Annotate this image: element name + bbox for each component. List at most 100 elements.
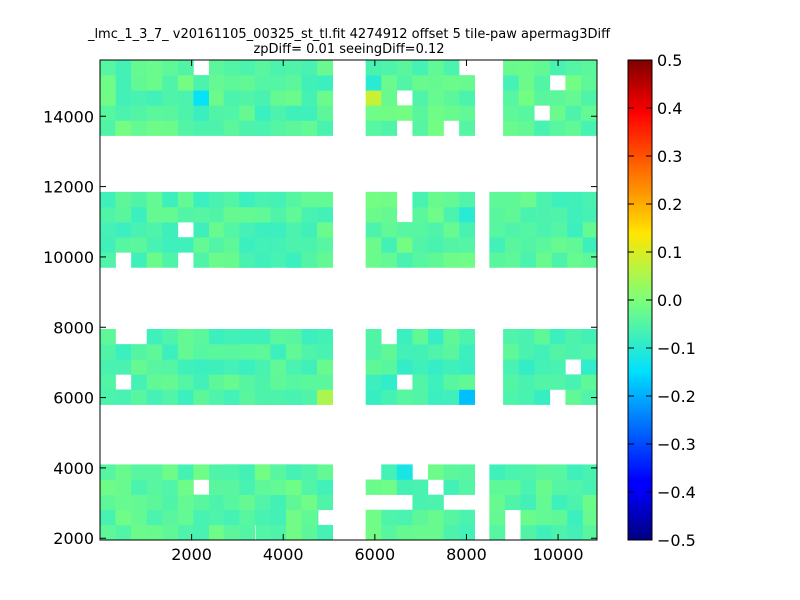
- heatmap-cell: [443, 60, 460, 76]
- heatmap-cell: [580, 389, 597, 405]
- heatmap-cell: [223, 237, 240, 253]
- heatmap-cell: [270, 191, 287, 208]
- heatmap-cell: [193, 120, 210, 136]
- heatmap-cell: [518, 344, 535, 360]
- heatmap-cell: [223, 206, 240, 223]
- heatmap-cell: [412, 120, 429, 136]
- heatmap-cell: [100, 329, 116, 345]
- heatmap-cell: [209, 329, 225, 345]
- heatmap-cell: [580, 90, 597, 106]
- heatmap-cell: [240, 222, 257, 238]
- heatmap-cell: [412, 524, 429, 541]
- heatmap-cell: [443, 359, 460, 375]
- heatmap-cell: [551, 191, 568, 208]
- heatmap-cell: [518, 60, 535, 76]
- heatmap-cell: [177, 90, 194, 106]
- heatmap-cell: [193, 105, 210, 121]
- heatmap-cell: [365, 120, 382, 136]
- heatmap-cell: [536, 494, 552, 511]
- heatmap-cell: [504, 237, 521, 253]
- heatmap-cell: [365, 60, 382, 76]
- heatmap-cell: [115, 524, 132, 541]
- heatmap-cell: [254, 105, 271, 121]
- heatmap-cell: [504, 252, 521, 268]
- heatmap-cell: [177, 524, 194, 541]
- heatmap-cell: [270, 494, 287, 511]
- heatmap-cell: [223, 329, 240, 345]
- heatmap-cell: [520, 509, 537, 526]
- heatmap-cell: [254, 206, 271, 223]
- colorbar-tick-label: 0.3: [657, 147, 682, 166]
- heatmap-cell: [534, 389, 551, 405]
- heatmap-cell: [285, 120, 302, 136]
- heatmap-cell: [565, 60, 582, 76]
- heatmap-cell: [582, 252, 598, 268]
- heatmap-cell: [162, 105, 179, 121]
- heatmap-cell: [580, 105, 597, 121]
- heatmap-cell: [412, 389, 429, 405]
- heatmap-cell: [489, 222, 506, 238]
- y-tick-label: 10000: [43, 248, 94, 267]
- heatmap-cell: [100, 105, 116, 121]
- heatmap-cell: [162, 237, 179, 253]
- heatmap-cell: [115, 389, 132, 405]
- plot-frame: [99, 59, 598, 541]
- heatmap-cell: [254, 222, 271, 238]
- y-tick-label: 14000: [43, 107, 94, 126]
- heatmap-cell: [459, 222, 475, 238]
- heatmap-cell: [100, 206, 116, 223]
- heatmap-cell: [146, 120, 163, 136]
- heatmap-cell: [270, 344, 287, 360]
- heatmap-cell: [285, 374, 302, 390]
- heatmap-cell: [131, 237, 148, 253]
- heatmap-cell: [549, 90, 566, 106]
- heatmap-cell: [270, 464, 287, 480]
- heatmap-cell: [209, 237, 225, 253]
- heatmap-cell: [317, 479, 333, 495]
- heatmap-cell: [551, 252, 568, 268]
- heatmap-cell: [270, 90, 287, 106]
- colorbar-axis: 0.5 0.4 0.3 0.2 0.1 0.0 −0.1 −0.2 −0.3 −0.4 −0.5: [628, 51, 696, 550]
- heatmap-cell: [503, 329, 519, 345]
- heatmap-cell: [162, 479, 179, 495]
- heatmap-cell: [565, 75, 582, 91]
- heatmap-cell: [193, 524, 210, 541]
- heatmap-cell: [443, 252, 460, 268]
- heatmap-cell: [317, 105, 333, 121]
- heatmap-cell: [412, 359, 429, 375]
- heatmap-cell: [239, 60, 256, 76]
- x-tick-label: 10000: [533, 545, 584, 564]
- heatmap-cell: [254, 344, 271, 360]
- heatmap-cell: [551, 464, 568, 480]
- heatmap-cell: [567, 191, 584, 208]
- heatmap-cell: [193, 359, 210, 375]
- heatmap-cell: [209, 479, 225, 495]
- heatmap-cell: [459, 90, 475, 106]
- heatmap-cell: [270, 120, 287, 136]
- heatmap-cell: [285, 329, 302, 345]
- heatmap-cell: [317, 191, 333, 208]
- heatmap-cell: [131, 509, 148, 526]
- heatmap-cell: [301, 206, 318, 223]
- heatmap-cell: [131, 120, 148, 136]
- heatmap-cell: [177, 509, 194, 526]
- heatmap-cell: [239, 75, 256, 91]
- y-tick-label: 4000: [53, 459, 94, 478]
- heatmap-cell: [443, 237, 460, 253]
- heatmap-cell: [317, 344, 333, 360]
- heatmap-cell: [223, 509, 240, 526]
- heatmap-cell: [412, 237, 429, 253]
- heatmap-cell: [504, 464, 521, 480]
- heatmap-cell: [239, 191, 256, 208]
- heatmap-cell: [131, 60, 148, 76]
- heatmap-cell: [146, 60, 163, 76]
- heatmap-cell: [536, 524, 552, 541]
- heatmap-cell: [100, 479, 116, 495]
- heatmap-cell: [115, 509, 132, 526]
- heatmap-cell: [317, 206, 333, 223]
- heatmap-cell: [503, 60, 519, 76]
- heatmap-cell: [239, 464, 256, 480]
- heatmap-cell: [396, 105, 413, 121]
- heatmap-cell: [365, 237, 382, 253]
- heatmap-cell: [223, 524, 240, 541]
